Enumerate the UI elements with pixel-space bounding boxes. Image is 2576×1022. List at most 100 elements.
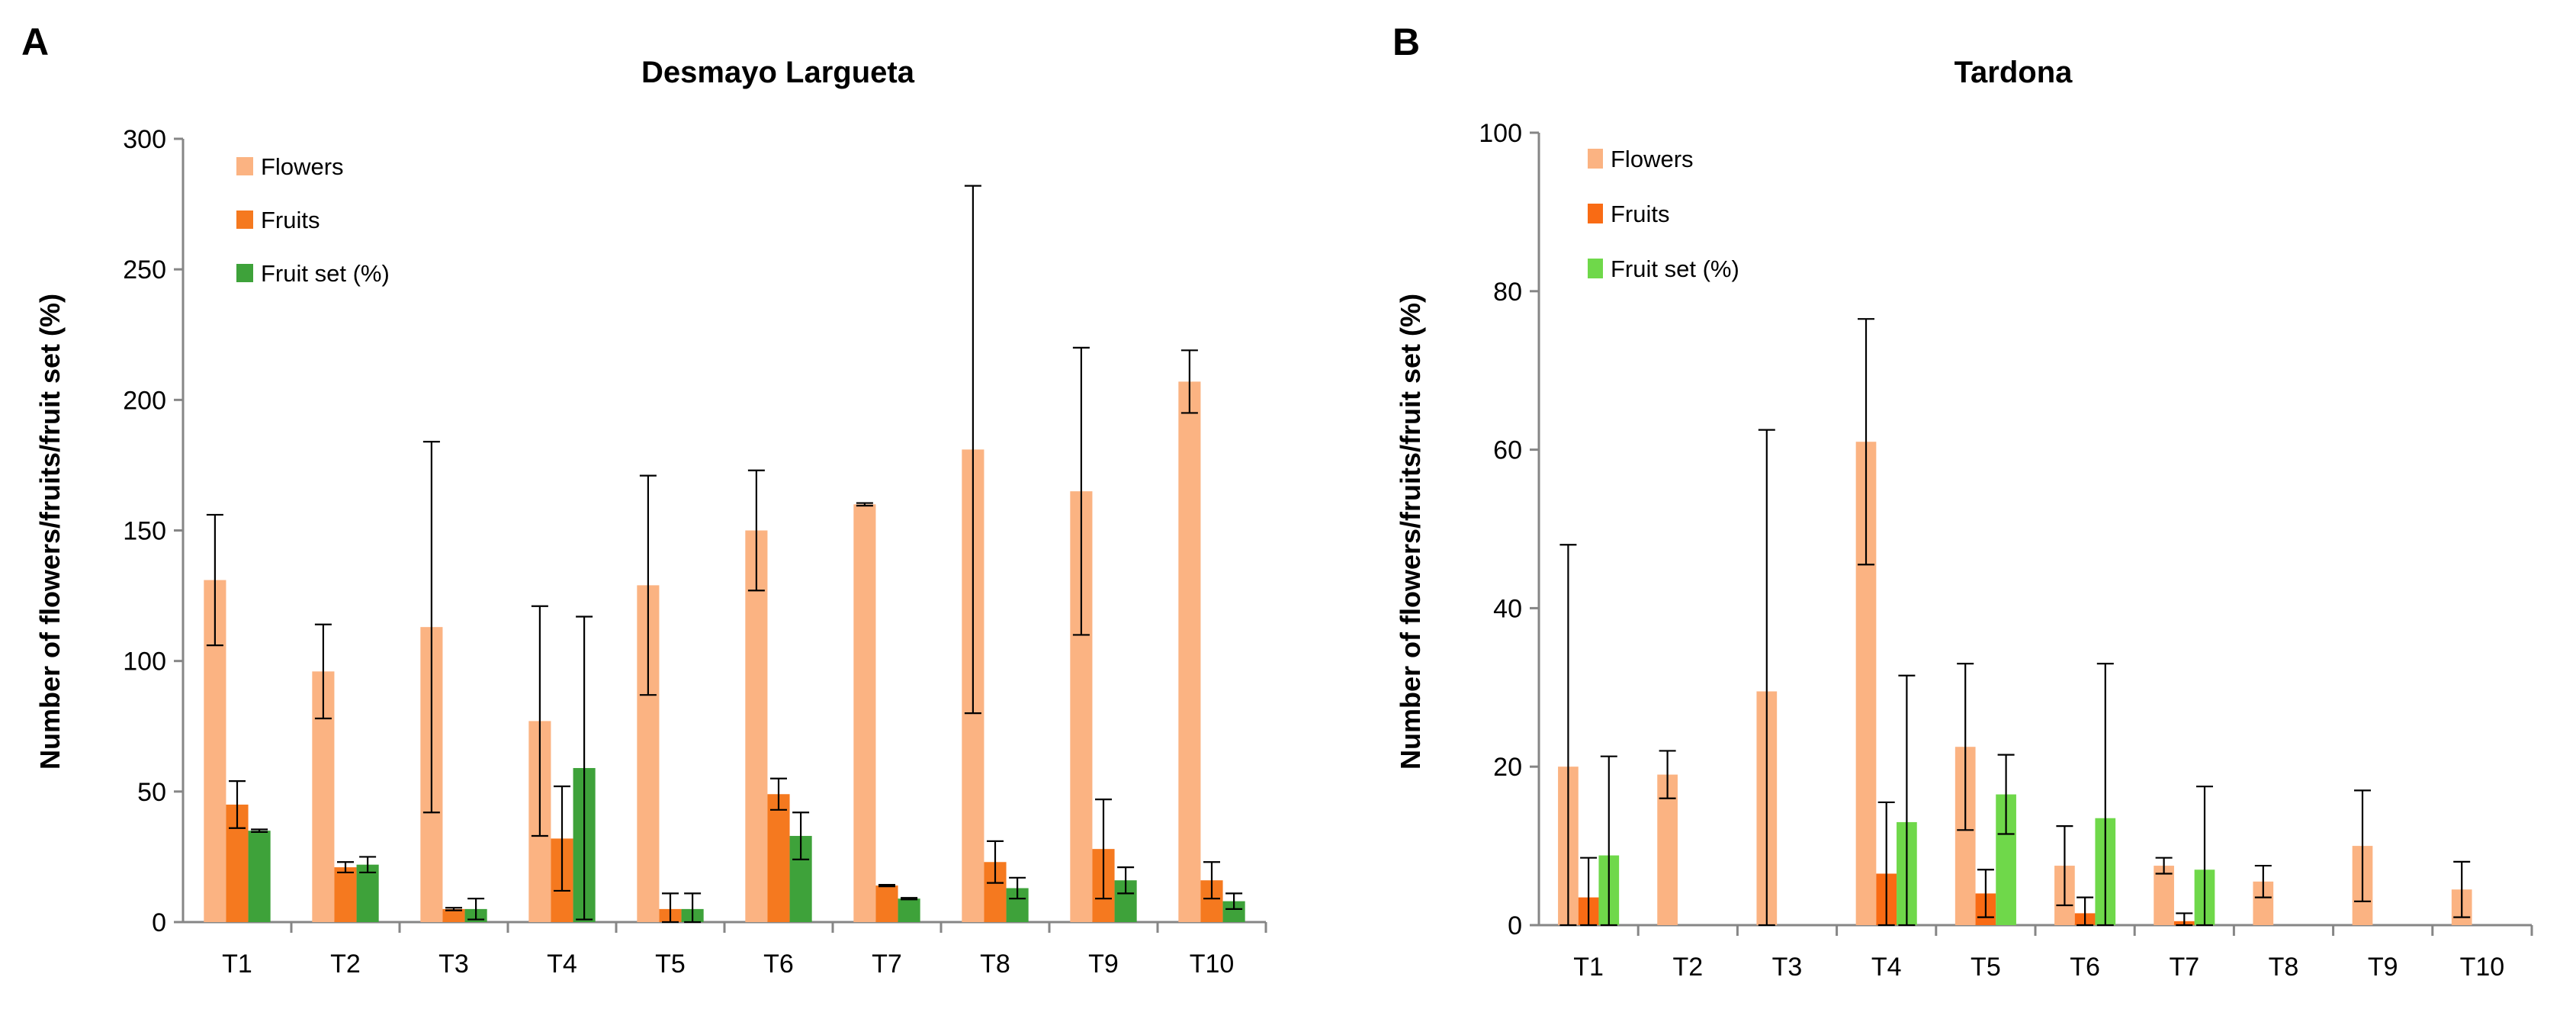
bars-b: [1558, 318, 2472, 927]
error-bar-flowers-t2: [1659, 750, 1676, 799]
error-bar-flowers-t3: [1758, 429, 1775, 927]
legend-label-fruits: Fruits: [1611, 201, 1670, 227]
x-tick-label-t5: T5: [655, 950, 686, 979]
y-axis-label-a: Number of flowers/fruits/fruit set (%): [34, 294, 66, 770]
y-tick-label: 50: [137, 778, 166, 807]
x-tick-label-t6: T6: [2070, 953, 2100, 982]
x-tick-label-t2: T2: [1672, 953, 1703, 982]
panel-label-b: B: [1392, 21, 1420, 63]
error-bar-fruits-t8: [987, 840, 1004, 884]
y-tick-label: 250: [123, 256, 166, 284]
y-tick-label: 80: [1493, 278, 1522, 307]
x-tick-label-t8: T8: [980, 950, 1010, 979]
legend-label-fruit-set: Fruit set (%): [1611, 256, 1739, 282]
legend-swatch-flowers: [1588, 149, 1603, 169]
legend-swatch-flowers: [236, 157, 253, 175]
error-bar-fruits-t7: [878, 883, 895, 888]
chart-title-a: Desmayo Largueta: [641, 56, 915, 89]
error-bar-flowers-t6: [747, 469, 765, 592]
error-bar-fruit-set-t10: [1225, 892, 1243, 910]
error-bar-fruit-set-t5: [684, 892, 702, 924]
error-bar-fruit-set-t4: [576, 615, 593, 921]
error-bar-fruits-t5: [662, 892, 679, 924]
bar-fruits-t3: [442, 908, 465, 922]
y-axis-label-b: Number of flowers/fruits/fruit set (%): [1395, 294, 1426, 770]
error-bar-flowers-t8: [964, 185, 981, 715]
legend-swatch-fruits: [236, 211, 253, 229]
error-bar-fruit-set-t8: [1009, 876, 1026, 900]
x-tick-label-t4: T4: [1871, 953, 1902, 982]
x-tick-label-t6: T6: [763, 950, 794, 979]
x-tick-label-t7: T7: [872, 950, 902, 979]
error-bar-flowers-t7: [2155, 856, 2173, 875]
chart-panel-b: B Tardona Number of flowers/fruits/fruit…: [1392, 21, 2533, 982]
error-bar-fruit-set-t4: [1898, 674, 1916, 927]
error-bar-fruits-t4: [1877, 801, 1895, 927]
bar-flowers-t7: [2154, 866, 2174, 925]
legend-label-flowers: Flowers: [261, 153, 344, 180]
legend-swatch-fruit-set: [236, 264, 253, 282]
error-bar-fruit-set-t7: [2195, 786, 2213, 927]
bar-flowers-t10: [1178, 381, 1201, 922]
axes-a: 0 50 100 150 200 250 300 T1 T2 T3 T4 T5 T6 T7 T8 T9 T10: [123, 125, 1267, 979]
error-bar-flowers-t5: [639, 474, 657, 696]
x-tick-label-t10: T10: [2460, 953, 2505, 982]
error-bar-flowers-t5: [1957, 663, 1974, 831]
error-bar-fruits-t5: [1977, 869, 1994, 918]
axes-b: 0 20 40 60 80 100 T1 T2 T3 T4 T5 T6 T7 T8 T9 T10: [1479, 119, 2533, 982]
y-tick-label: 300: [123, 125, 166, 154]
error-bar-fruit-set-t1: [251, 828, 268, 833]
legend-swatch-fruit-set: [1588, 259, 1603, 278]
bars-a: [204, 185, 1245, 924]
x-tick-label-t3: T3: [438, 950, 469, 979]
legend-label-flowers: Flowers: [1611, 146, 1694, 172]
error-bar-fruit-set-t1: [1600, 755, 1617, 927]
error-bar-flowers-t6: [2056, 825, 2073, 907]
error-bar-flowers-t1: [206, 513, 223, 647]
bar-fruits-t7: [875, 885, 898, 922]
y-tick-label: 100: [1479, 119, 1522, 148]
x-tick-label-t10: T10: [1190, 950, 1235, 979]
error-bar-flowers-t4: [531, 605, 548, 837]
y-tick-label: 40: [1493, 594, 1522, 623]
error-bar-flowers-t7: [856, 502, 873, 507]
y-tick-label: 0: [152, 908, 166, 937]
bar-flowers-t7: [853, 504, 876, 922]
x-tick-label-t4: T4: [547, 950, 577, 979]
chart-panel-a: A Desmayo Largueta Number of flowers/fru…: [21, 21, 1267, 979]
error-bar-fruit-set-t6: [792, 811, 810, 860]
chart-title-b: Tardona: [1954, 56, 2073, 89]
legend-b: Flowers Fruits Fruit set (%): [1588, 146, 1739, 282]
error-bar-flowers-t4: [1858, 318, 1875, 566]
legend-a: Flowers Fruits Fruit set (%): [236, 153, 390, 287]
error-bar-fruits-t1: [229, 780, 246, 829]
x-tick-label-t9: T9: [2368, 953, 2398, 982]
bar-fruit-set-t2: [356, 864, 379, 922]
x-tick-label-t1: T1: [222, 950, 252, 979]
panel-label-a: A: [21, 21, 49, 63]
x-tick-label-t3: T3: [1772, 953, 1803, 982]
error-bar-fruit-set-t9: [1117, 866, 1135, 895]
bar-fruit-set-t1: [248, 831, 271, 922]
error-bar-fruit-set-t6: [2096, 663, 2114, 927]
error-bar-fruits-t10: [1203, 861, 1220, 900]
error-bar-flowers-t8: [2254, 864, 2272, 898]
y-tick-label: 100: [123, 648, 166, 677]
error-bar-fruits-t3: [445, 907, 462, 911]
bar-flowers-t6: [745, 530, 768, 922]
x-tick-label-t9: T9: [1088, 950, 1119, 979]
error-bar-flowers-t9: [1072, 346, 1090, 636]
error-bar-flowers-t10: [2453, 860, 2471, 918]
legend-label-fruit-set: Fruit set (%): [261, 260, 390, 287]
y-tick-label: 20: [1493, 753, 1522, 782]
error-bar-fruits-t6: [770, 777, 787, 811]
bar-fruits-t2: [334, 867, 357, 922]
error-bar-fruits-t9: [1095, 799, 1112, 900]
x-tick-label-t1: T1: [1573, 953, 1604, 982]
y-tick-label: 200: [123, 386, 166, 415]
error-bar-fruit-set-t7: [901, 897, 918, 901]
x-tick-label-t5: T5: [1971, 953, 2001, 982]
error-bar-flowers-t9: [2354, 789, 2372, 902]
legend-swatch-fruits: [1588, 204, 1603, 223]
error-bar-fruits-t1: [1580, 856, 1598, 927]
